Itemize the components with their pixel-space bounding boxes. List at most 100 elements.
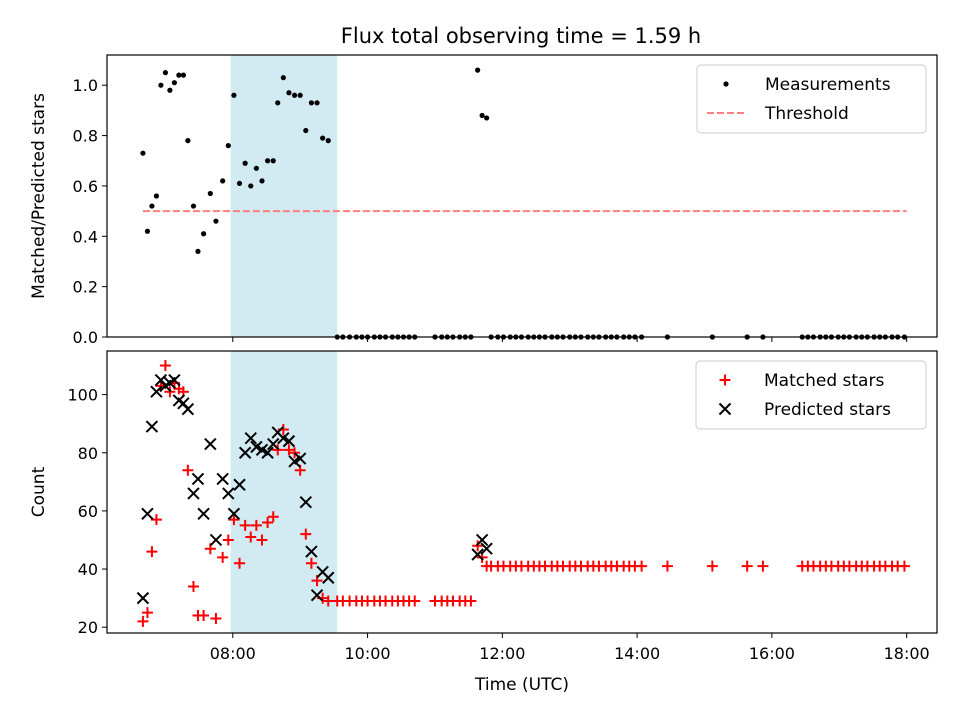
data-point (234, 557, 246, 569)
data-point (159, 360, 171, 372)
y-axis-label: Matched/Predicted stars (29, 93, 49, 299)
y-axis-ticks: 0.0 0.2 0.4 0.6 0.8 1.0 (73, 76, 107, 347)
data-point (162, 70, 169, 76)
data-point (181, 402, 195, 416)
data-point (282, 434, 296, 448)
data-point (265, 158, 271, 164)
data-point (289, 447, 301, 459)
y-tick-label: 20 (78, 618, 98, 637)
data-point (310, 588, 324, 602)
data-point (320, 135, 326, 141)
legend-label: Predicted stars (764, 400, 891, 420)
data-point (270, 158, 276, 164)
y-tick-label: 40 (78, 560, 98, 579)
data-point (475, 67, 481, 73)
data-point (471, 548, 484, 561)
data-point (204, 437, 217, 451)
y-axis-ticks: 20 40 60 80 100 (67, 386, 107, 637)
y-tick-label: 0.0 (73, 328, 98, 347)
x-tick-label: 14:00 (614, 644, 660, 663)
data-point (259, 178, 265, 184)
data-point (167, 87, 173, 93)
y-tick-label: 0.8 (73, 127, 98, 146)
flux-ratio-panel: Flux total observing time = 1.59 h 0.00.… (29, 24, 938, 347)
x-tick-label: 10:00 (345, 644, 391, 663)
plot-frame (106, 54, 938, 338)
x-tick-label: 12:00 (479, 644, 525, 663)
data-point (140, 150, 146, 156)
y-tick-label: 80 (78, 444, 98, 463)
data-point (297, 92, 303, 98)
x-tick-label: 18:00 (884, 644, 930, 663)
data-point (187, 580, 199, 592)
data-point (236, 180, 243, 187)
data-point (228, 514, 240, 526)
star-count-panel: 08:00 10:00 12:00 14:00 16:00 18:00 20 40 60 80 1… (29, 350, 938, 695)
data-point (180, 72, 186, 78)
data-point (168, 373, 181, 387)
chart-title: Flux total observing time = 1.59 h (341, 24, 701, 48)
data-point (305, 545, 318, 558)
data-point (475, 533, 489, 547)
legend-swatch (718, 402, 732, 416)
legend: Matched stars Predicted stars (695, 360, 927, 430)
data-point (242, 160, 248, 166)
data-point (706, 560, 718, 572)
data-point (216, 472, 229, 486)
data-point (158, 82, 164, 88)
data-point (200, 231, 207, 237)
data-point (465, 595, 477, 607)
data-point (141, 607, 153, 619)
data-point (238, 446, 252, 459)
data-point (171, 80, 177, 86)
y-tick-label: 0.2 (73, 278, 98, 297)
data-point (187, 487, 200, 500)
data-point (253, 165, 259, 171)
data-point (308, 100, 315, 106)
data-point (480, 542, 493, 555)
data-point (299, 495, 313, 509)
data-point (225, 143, 231, 149)
data-point (185, 138, 191, 144)
data-point (267, 437, 280, 451)
data-point (262, 517, 274, 529)
plot-frame (106, 350, 938, 634)
observing-window-span (230, 351, 338, 633)
x-axis-label: Time (UTC) (474, 675, 569, 695)
data-point (182, 464, 194, 476)
y-axis-label: Count (29, 466, 49, 517)
data-point (300, 528, 312, 540)
data-point (286, 90, 292, 96)
data-point (305, 557, 317, 569)
legend-swatch (719, 374, 731, 386)
data-point (141, 507, 154, 521)
y-tick-label: 100 (67, 386, 98, 405)
data-point (293, 452, 307, 465)
data-point (898, 560, 910, 572)
data-point (245, 531, 257, 543)
x-axis-ticks (232, 337, 908, 342)
data-point (217, 551, 229, 563)
legend-swatch (723, 81, 729, 87)
y-tick-label: 60 (78, 502, 98, 521)
observing-window-span (230, 55, 338, 337)
data-point (479, 112, 485, 119)
data-point (741, 560, 753, 572)
data-point (267, 511, 279, 523)
data-point (222, 487, 235, 500)
y-tick-label: 0.4 (73, 227, 98, 246)
data-point (227, 507, 241, 521)
legend-label: Matched stars (764, 371, 884, 391)
plot-area (136, 360, 910, 627)
data-point (283, 444, 295, 456)
data-point (244, 432, 257, 445)
x-tick-label: 08:00 (210, 644, 256, 663)
data-point (146, 546, 158, 558)
y-tick-label: 0.6 (73, 177, 98, 196)
y-tick-label: 1.0 (73, 76, 98, 95)
data-point (213, 218, 219, 224)
legend-frame (695, 360, 927, 430)
data-point (325, 138, 331, 144)
legend-label: Threshold (764, 104, 849, 124)
data-point (757, 560, 769, 572)
